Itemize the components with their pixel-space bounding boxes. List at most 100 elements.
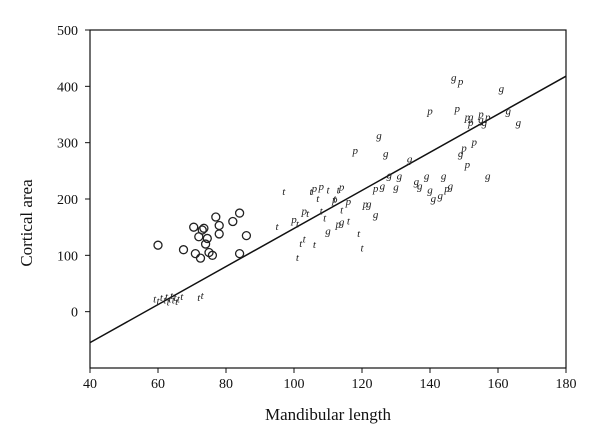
p-point: p <box>477 109 484 121</box>
g-point: g <box>393 182 399 194</box>
x-axis-title: Mandibular length <box>265 405 392 424</box>
g-point: g <box>458 148 464 160</box>
g-point: g <box>441 170 447 182</box>
circle-point <box>189 222 199 232</box>
p-point: p <box>331 194 338 206</box>
t-point: t <box>309 186 313 198</box>
t-point: t <box>323 213 327 225</box>
circle-point <box>153 240 163 250</box>
t-point: t <box>347 216 351 228</box>
t-point: t <box>282 186 286 198</box>
g-point: g <box>397 170 403 182</box>
p-point: p <box>426 106 433 118</box>
t-point: t <box>320 205 324 217</box>
y-tick-label: 0 <box>71 306 78 321</box>
circle-point <box>214 220 224 231</box>
t-point: t <box>201 290 205 302</box>
g-point: g <box>373 209 379 221</box>
p-point: p <box>460 142 467 154</box>
g-point: g <box>485 170 491 182</box>
g-point: g <box>424 170 430 182</box>
p-point: p <box>300 205 307 217</box>
circle-point <box>197 225 207 235</box>
circle-point <box>214 229 224 239</box>
y-axis-title: Cortical area <box>17 179 36 267</box>
x-tick-label: 120 <box>352 377 373 392</box>
t-point: t <box>168 293 172 305</box>
circle-point <box>234 248 245 259</box>
p-point: p <box>290 214 297 226</box>
t-point: t <box>303 234 307 246</box>
circle-point <box>190 248 201 259</box>
t-point: t <box>175 296 179 308</box>
circle-point <box>241 230 252 241</box>
t-point: t <box>170 290 174 302</box>
y-tick-label: 500 <box>57 24 78 39</box>
g-point: g <box>516 117 522 129</box>
p-point: p <box>338 182 345 194</box>
x-tick-label: 40 <box>83 377 97 392</box>
t-point: t <box>163 294 167 306</box>
circle-point <box>211 212 221 222</box>
t-point: t <box>177 293 181 305</box>
g-point: g <box>482 117 488 129</box>
p-point: p <box>453 103 460 115</box>
t-point: t <box>165 291 169 303</box>
g-point: g <box>407 154 413 166</box>
p-point: p <box>443 183 450 195</box>
t-point: t <box>172 294 176 306</box>
x-tick-label: 180 <box>556 377 577 392</box>
p-point: p <box>464 111 471 123</box>
g-point: g <box>468 111 474 123</box>
p-point: p <box>457 76 464 88</box>
circle-point <box>199 223 209 233</box>
x-tick-label: 140 <box>420 377 441 392</box>
g-point: g <box>437 190 443 202</box>
y-tick-label: 400 <box>57 80 78 95</box>
p-point: p <box>345 196 352 208</box>
t-point: t <box>180 291 184 303</box>
t-point: t <box>337 185 341 197</box>
t-point: t <box>326 185 330 197</box>
t-point: t <box>316 193 320 205</box>
t-point: t <box>333 193 337 205</box>
g-point: g <box>478 114 484 126</box>
circle-point <box>228 216 238 227</box>
g-point: g <box>427 185 433 197</box>
t-point: t <box>306 208 310 220</box>
t-point: t <box>299 238 303 250</box>
x-tick-label: 100 <box>284 377 305 392</box>
p-point: p <box>311 183 318 195</box>
circle-point <box>234 208 245 218</box>
t-point: t <box>160 292 164 304</box>
circle-point <box>195 253 206 263</box>
t-point: t <box>360 243 364 255</box>
g-point: g <box>386 169 392 181</box>
circle-point <box>202 233 212 244</box>
g-point: g <box>417 181 423 193</box>
regression-line <box>89 75 567 344</box>
circle-point <box>178 245 189 255</box>
p-point: p <box>484 111 491 123</box>
x-tick-label: 80 <box>219 377 233 392</box>
g-point: g <box>505 106 511 118</box>
plot-frame <box>89 29 567 369</box>
t-point: t <box>275 221 279 233</box>
g-point: g <box>414 176 420 188</box>
t-point: t <box>296 218 300 230</box>
p-point: p <box>464 159 471 171</box>
axes: 40 60 80 100 120 140 160 180 0 100 200 300 400 500 <box>57 24 577 392</box>
t-point: t <box>156 296 160 308</box>
x-tick-label: 60 <box>151 377 165 392</box>
g-point: g <box>383 148 389 160</box>
p-point: p <box>372 183 379 195</box>
t-point: t <box>167 297 171 309</box>
p-point: p <box>351 145 358 157</box>
g-point: g <box>366 199 372 211</box>
g-point: g <box>451 72 457 84</box>
y-tick-label: 300 <box>57 137 78 152</box>
p-point: p <box>317 181 324 193</box>
p-point: p <box>334 218 341 230</box>
g-point: g <box>431 193 437 205</box>
